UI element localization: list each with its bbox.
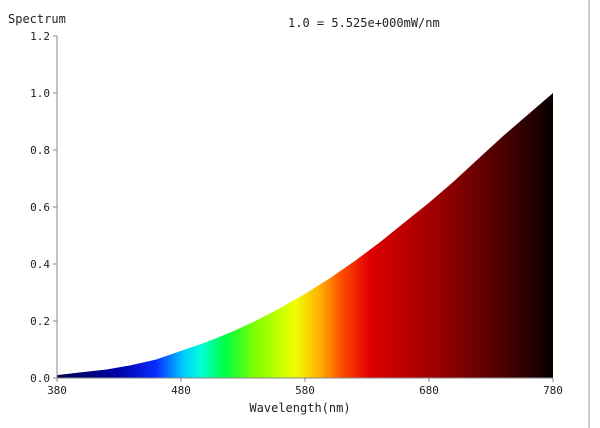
x-axis-label: Wavelength(nm) [249, 401, 350, 415]
y-tick-label: 0.8 [30, 144, 50, 157]
x-tick-label: 480 [171, 384, 191, 397]
x-tick-label: 780 [543, 384, 563, 397]
x-tick-label: 580 [295, 384, 315, 397]
y-tick-label: 1.0 [30, 87, 50, 100]
chart-title: Spectrum [8, 12, 66, 26]
y-tick-label: 0.2 [30, 315, 50, 328]
y-tick-label: 1.2 [30, 30, 50, 43]
y-tick-label: 0.6 [30, 201, 50, 214]
scale-annotation: 1.0 = 5.525e+000mW/nm [288, 16, 440, 30]
x-tick-label: 680 [419, 384, 439, 397]
y-tick-label: 0.0 [30, 372, 50, 385]
y-tick-label: 0.4 [30, 258, 50, 271]
spectrum-area [57, 93, 553, 378]
x-tick-label: 380 [47, 384, 67, 397]
